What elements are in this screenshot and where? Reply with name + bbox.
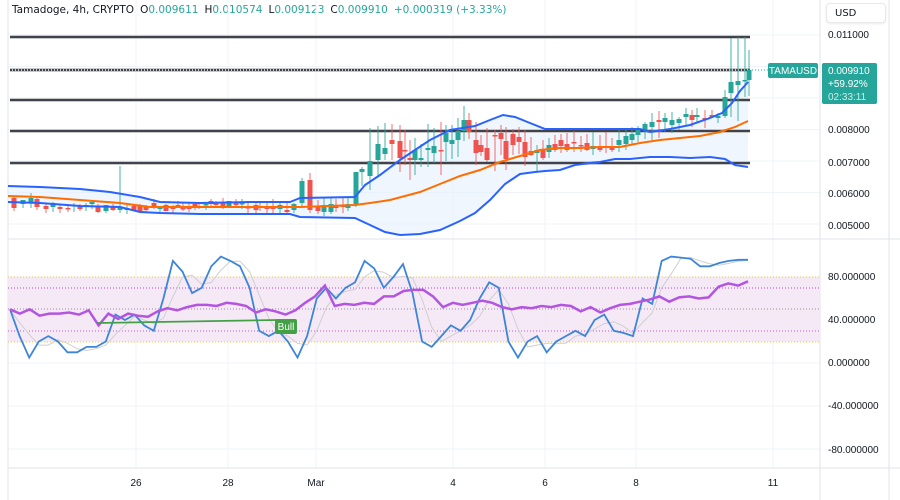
candle xyxy=(735,37,741,121)
candle xyxy=(57,205,63,213)
bull-label: Bull xyxy=(275,319,297,334)
candle xyxy=(616,130,622,152)
candle xyxy=(484,128,490,162)
candle xyxy=(722,90,728,118)
candle xyxy=(461,106,467,141)
candle xyxy=(402,130,408,165)
osc-tick: 80.000000 xyxy=(828,272,876,283)
candle xyxy=(65,205,71,212)
ohlc-change: +0.000319 (+3.33%) xyxy=(393,4,507,16)
candle xyxy=(43,204,49,213)
time-tick: 11 xyxy=(768,478,779,489)
osc-tick: 0.000000 xyxy=(828,358,870,369)
candle xyxy=(353,172,359,207)
last-price-box xyxy=(822,63,877,104)
price-tick: 0.011000 xyxy=(828,30,869,41)
countdown-text: 02:33:11 xyxy=(828,92,867,103)
candle xyxy=(117,166,123,213)
bollinger-upper xyxy=(7,81,749,205)
time-tick: 26 xyxy=(130,478,142,489)
candle xyxy=(478,135,484,156)
price-tag: TAMAUSD 0.009910 +59.92% 02:33:11 xyxy=(768,63,877,104)
candle xyxy=(609,138,615,152)
price-tick: 0.007000 xyxy=(828,158,870,169)
candle xyxy=(11,196,17,211)
candle xyxy=(498,125,504,155)
candle xyxy=(89,201,95,209)
candle xyxy=(438,122,444,175)
candle xyxy=(656,111,662,138)
price-tick: 0.008000 xyxy=(828,125,870,136)
time-tick: Mar xyxy=(307,478,325,489)
price-tick: 0.005000 xyxy=(828,221,870,232)
ohlc-close: C 0.009910 xyxy=(330,4,388,16)
candle xyxy=(431,128,437,163)
time-tick: 4 xyxy=(450,478,456,489)
time-tick: 6 xyxy=(542,478,548,489)
candle xyxy=(503,127,509,170)
candle xyxy=(473,122,479,165)
bull-divergence-line xyxy=(96,319,279,324)
candle xyxy=(746,50,752,96)
currency-button[interactable]: USD xyxy=(826,3,886,23)
symbol-title: Tamadoge, 4h, CRYPTO xyxy=(12,4,135,16)
candle xyxy=(389,124,395,160)
rsi-line xyxy=(9,280,749,328)
candle xyxy=(20,200,26,208)
candle xyxy=(578,136,584,152)
candle xyxy=(425,124,431,167)
time-axis[interactable]: 26 28 Mar 4 6 8 11 xyxy=(130,478,778,489)
candle xyxy=(28,193,34,208)
ohlc-low: L 0.009123 xyxy=(268,4,325,16)
bollinger-lower xyxy=(7,155,749,237)
price-pane[interactable] xyxy=(7,35,768,237)
candle xyxy=(382,123,388,160)
symbol-tag-text: TAMAUSD xyxy=(769,66,817,77)
bollinger-fill xyxy=(8,82,748,235)
candlesticks xyxy=(11,37,752,216)
candle xyxy=(694,108,700,123)
candle xyxy=(412,138,418,175)
candle xyxy=(683,108,689,126)
candle xyxy=(742,37,748,97)
candle xyxy=(455,118,461,157)
candle xyxy=(407,140,413,180)
candle xyxy=(397,125,403,172)
candle xyxy=(284,203,290,214)
osc-tick: 40.000000 xyxy=(828,315,876,326)
candle xyxy=(375,126,381,177)
last-price-text: 0.009910 xyxy=(828,66,870,77)
candle xyxy=(418,144,424,167)
svg-text:Bull: Bull xyxy=(278,322,295,333)
horizontal-levels[interactable] xyxy=(10,35,750,165)
price-axis[interactable]: 0.011000 0.008000 0.007000 0.006000 0.005000 xyxy=(828,30,870,232)
candle xyxy=(649,113,655,140)
ohlc-open: O 0.009611 xyxy=(140,4,199,16)
osc-tick: -80.000000 xyxy=(828,445,879,456)
candle xyxy=(359,167,365,186)
candle xyxy=(522,130,528,166)
candle xyxy=(510,129,516,155)
candle xyxy=(516,127,522,154)
bollinger-basis xyxy=(7,120,749,208)
stoch-d-line xyxy=(9,257,749,352)
symbol-tag xyxy=(768,63,818,78)
price-tick: 0.006000 xyxy=(828,189,870,200)
oscillator-axis[interactable]: 80.000000 40.000000 0.000000 -40.000000 -80.… xyxy=(828,272,879,456)
symbol-legend: Tamadoge, 4h, CRYPTO O 0.009611 H 0.010574… xyxy=(12,4,506,16)
osc-tick: -40.000000 xyxy=(828,401,879,412)
candle xyxy=(558,134,564,153)
candle xyxy=(299,178,305,208)
oscillator-pane[interactable]: Bull xyxy=(8,255,820,360)
candle xyxy=(367,128,373,190)
time-tick: 8 xyxy=(633,478,639,489)
change-pct-text: +59.92% xyxy=(828,79,868,90)
time-tick: 28 xyxy=(222,478,234,489)
ohlc-high: H 0.010574 xyxy=(204,4,263,16)
